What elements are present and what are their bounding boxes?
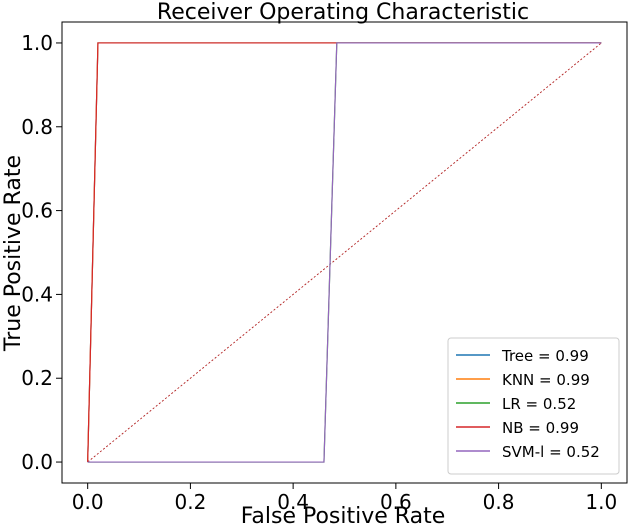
y-tick-label: 0.4: [21, 282, 53, 306]
legend-box: [447, 337, 620, 475]
y-tick-label: 0.6: [21, 199, 53, 223]
x-tick-label: 0.6: [380, 490, 412, 514]
x-tick-label: 0.4: [277, 490, 309, 514]
x-tick-label: 0.0: [72, 490, 104, 514]
series-line-4: [87, 42, 602, 463]
y-tick-label: 1.0: [21, 31, 53, 55]
legend-entry: NB = 0.99: [502, 419, 579, 437]
plot-frame: [61, 21, 628, 484]
legend: Tree = 0.99 KNN = 0.99 LR = 0.52 NB = 0.99 S…: [447, 337, 620, 475]
chart-title: Receiver Operating Characteristic: [157, 0, 529, 25]
y-tick-label: 0.8: [21, 115, 53, 139]
x-axis-label: False Positive Rate: [241, 504, 445, 526]
x-tick-label: 1.0: [585, 490, 617, 514]
legend-entry: LR = 0.52: [502, 395, 576, 413]
y-tick-label: 0.2: [21, 366, 53, 390]
plot-area: 0.0 0.2 0.4 0.6 0.8 1.0 0.0 0.2 0.4 0.6 0.8 1.0: [21, 21, 628, 514]
reference-diagonal-line: [87, 42, 602, 463]
x-tick-label: 0.8: [483, 490, 515, 514]
legend-entry: Tree = 0.99: [501, 347, 589, 365]
legend-entry: SVM-l = 0.52: [502, 443, 600, 461]
y-tick-label: 0.0: [21, 450, 53, 474]
y-axis-label: True Positive Rate: [1, 155, 26, 352]
legend-entry: KNN = 0.99: [502, 371, 590, 389]
x-tick-label: 0.2: [175, 490, 207, 514]
